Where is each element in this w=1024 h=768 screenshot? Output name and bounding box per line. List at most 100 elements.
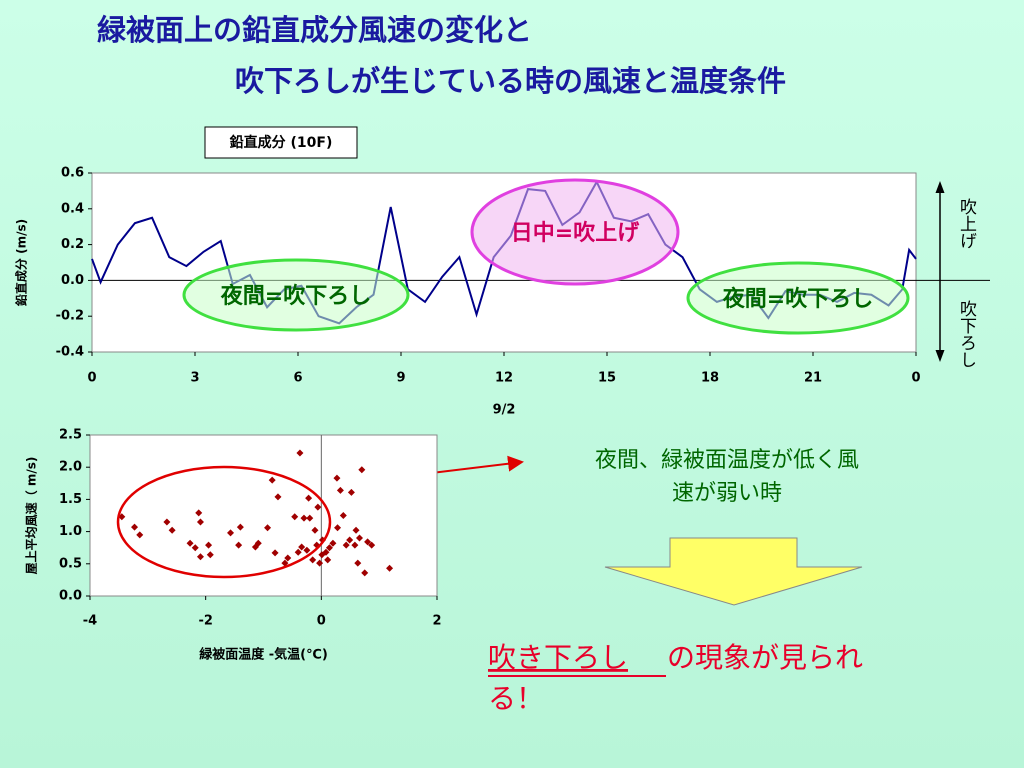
scatter-point [361, 569, 369, 577]
x-tick-label: 0 [317, 614, 326, 629]
scatter-point [324, 556, 332, 564]
scatter-point [163, 518, 171, 526]
y-tick-label: 0.4 [61, 201, 84, 216]
x-tick-label: 6 [293, 371, 302, 386]
scatter-point [368, 541, 376, 549]
scatter-point [298, 543, 306, 551]
x-tick-label: -4 [83, 614, 97, 629]
annotation: 夜間=吹下ろし [722, 286, 873, 312]
scatter-point [296, 449, 304, 457]
y-tick-label: -0.2 [56, 309, 84, 324]
up-label: 吹上げ [956, 198, 977, 249]
scatter-point [206, 551, 214, 559]
scatter-point [300, 514, 308, 522]
slide-title: 吹下ろしが生じている時の風速と温度条件 [235, 64, 786, 98]
scatter-point [322, 548, 330, 556]
x-tick-label: 9 [396, 371, 405, 386]
scatter-point [268, 476, 276, 484]
scatter-point [236, 523, 244, 531]
scatter-point [325, 544, 333, 552]
y-tick-label: 0.0 [61, 273, 84, 288]
scatter-point [354, 559, 362, 567]
scatter-point [186, 539, 194, 547]
scatter-point [342, 541, 350, 549]
y-axis-label: 屋上平均風速（ m/s) [24, 457, 39, 575]
scatter-point [196, 518, 204, 526]
scatter-point [311, 526, 319, 534]
scatter-point [284, 554, 292, 562]
scatter-point [291, 513, 299, 521]
note: 夜間、緑被面温度が低く風 [595, 448, 859, 473]
scatter-point [264, 524, 272, 532]
scatter-point [364, 538, 372, 546]
y-tick-label: 0.6 [61, 166, 84, 181]
x-tick-label: 12 [495, 371, 513, 386]
y-tick-label: -0.4 [56, 345, 84, 360]
scatter-point [205, 541, 213, 549]
scatter-point [196, 553, 204, 561]
scatter-point [386, 564, 394, 572]
scatter-point [329, 539, 337, 547]
annotation: 日中=吹上げ [511, 220, 640, 246]
x-tick-label: 2 [432, 614, 441, 629]
down-arrow [604, 537, 863, 606]
x-tick-label: 0 [911, 371, 920, 386]
scatter-point [306, 514, 314, 522]
conclusion-highlight: 吹き下ろし [488, 641, 628, 674]
scatter-point [294, 548, 302, 556]
scatter-point [347, 488, 355, 496]
y-tick-label: 1.5 [59, 492, 82, 507]
scatter-point [336, 486, 344, 494]
y-axis-label: 鉛直成分 (m/s) [14, 219, 29, 307]
plot-area [89, 434, 438, 597]
scatter-point [254, 539, 262, 547]
x-axis-label: 緑被面温度 -気温(℃) [199, 647, 328, 663]
scatter-point [356, 534, 364, 542]
scatter-point [235, 541, 243, 549]
x-tick-label: 18 [701, 371, 719, 386]
y-tick-label: 0.5 [59, 556, 82, 571]
note: 速が弱い時 [672, 481, 782, 506]
scatter-point [358, 466, 366, 474]
scatter-point [339, 512, 347, 519]
highlight-ellipse [116, 465, 332, 579]
scatter-point [346, 536, 354, 544]
scatter-point [333, 474, 341, 482]
scatter-point [351, 541, 359, 549]
y-tick-label: 2.5 [59, 428, 82, 443]
x-tick-label: 3 [190, 371, 199, 386]
annotation: 夜間=吹下ろし [220, 283, 371, 309]
chart-title: 鉛直成分 (10F) [230, 134, 333, 151]
scatter-point [309, 556, 317, 564]
scatter-point [191, 544, 199, 552]
scatter-point [168, 526, 176, 534]
y-tick-label: 0.2 [61, 237, 84, 252]
scatter-point [274, 493, 282, 501]
highlight-ellipse [470, 178, 680, 286]
x-axis-label: 9/2 [493, 403, 516, 418]
scatter-point [271, 549, 279, 557]
scatter-point [227, 529, 235, 537]
scatter-point [195, 509, 203, 517]
conclusion: の現象が見られ [667, 641, 863, 674]
scatter-point [316, 559, 324, 567]
title-box [204, 126, 358, 159]
highlight-ellipse [182, 258, 410, 332]
scatter-point [303, 546, 311, 554]
down-label: 吹下ろし [956, 300, 977, 368]
highlight-ellipse [686, 261, 910, 335]
x-tick-label: 21 [804, 371, 822, 386]
slide-title: 緑被面上の鉛直成分風速の変化と [97, 13, 532, 47]
y-tick-label: 0.0 [59, 589, 82, 604]
x-tick-label: 15 [598, 371, 616, 386]
conclusion: る！ [488, 682, 544, 715]
scatter-point [131, 523, 139, 531]
scatter-point [281, 559, 289, 567]
scatter-point [314, 503, 322, 511]
y-tick-label: 1.0 [59, 524, 82, 539]
scatter-point [334, 524, 342, 532]
x-tick-label: 0 [87, 371, 96, 386]
y-tick-label: 2.0 [59, 460, 82, 475]
